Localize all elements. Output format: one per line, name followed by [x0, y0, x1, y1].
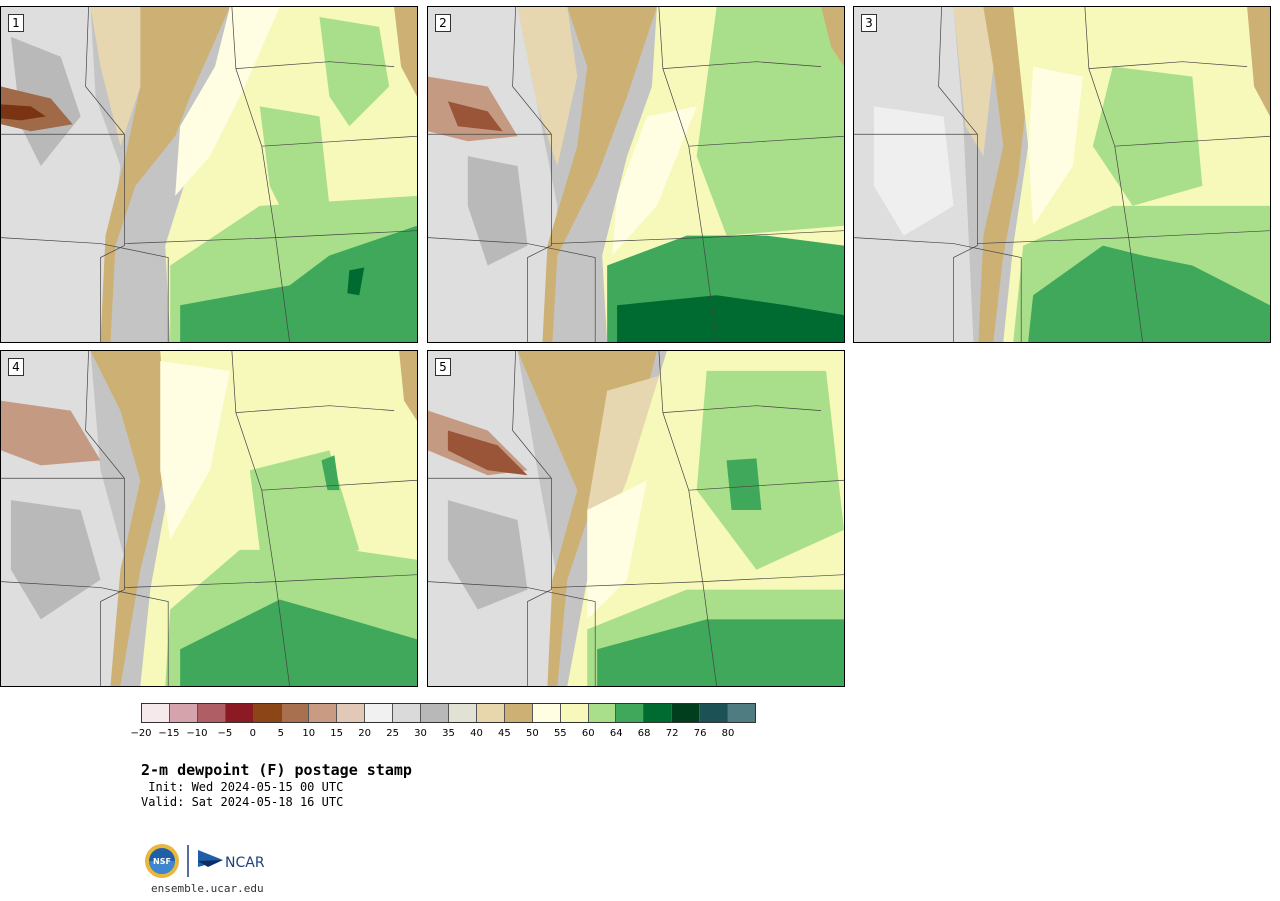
- colorbar-swatch: [365, 704, 394, 722]
- ncar-logo-text: NCAR: [225, 855, 265, 871]
- colorbar-tick-label: 50: [525, 728, 539, 739]
- colorbar-swatch: [700, 704, 729, 722]
- colorbar-swatch: [421, 704, 449, 722]
- colorbar-swatch: [532, 704, 561, 722]
- colorbar-swatch: [225, 704, 254, 722]
- colorbar-tick-label: 76: [693, 728, 707, 739]
- colorbar-tick-label: 35: [442, 728, 455, 739]
- colorbar-tick-label: −5: [217, 728, 233, 739]
- nsf-ncar-logos: NSF NCAR: [143, 842, 275, 880]
- colorbar-tick-label: 64: [609, 728, 623, 739]
- colorbar-swatch: [616, 704, 645, 722]
- colorbar-tick-label: 45: [498, 728, 511, 739]
- colorbar-swatch: [142, 704, 170, 722]
- valid-time: Valid: Sat 2024-05-18 16 UTC: [141, 795, 344, 809]
- colorbar-swatch: [560, 704, 589, 722]
- colorbar-tick-labels: −20 −15 −10 −5 0 5 10 15 20 25 30 35 40 45 50 55 60 64 68 7…: [130, 728, 756, 742]
- map-panel-4: 4: [0, 350, 418, 687]
- colorbar-swatch: [393, 704, 422, 722]
- panel-number: 3: [861, 14, 877, 32]
- dewpoint-map-4: [1, 351, 417, 686]
- map-panel-5: 5: [427, 350, 845, 687]
- map-panel-2: 2: [427, 6, 845, 343]
- colorbar-tick-label: 10: [302, 728, 316, 739]
- nsf-logo-text: NSF: [153, 857, 171, 866]
- colorbar-swatch: [281, 704, 310, 722]
- colorbar-swatch: [504, 704, 533, 722]
- panel-number: 5: [435, 358, 451, 376]
- colorbar-tick-label: 15: [330, 728, 344, 739]
- colorbar-swatch: [476, 704, 505, 722]
- colorbar-tick-label: 55: [553, 728, 567, 739]
- colorbar-swatch: [197, 704, 226, 722]
- colorbar-tick-label: 72: [665, 728, 679, 739]
- nsf-logo-icon: NSF NCAR: [145, 844, 265, 878]
- colorbar-tick-label: 68: [637, 728, 651, 739]
- plot-title: 2-m dewpoint (F) postage stamp: [141, 761, 412, 779]
- panel-number: 1: [8, 14, 24, 32]
- colorbar-swatch: [644, 704, 673, 722]
- colorbar-swatch: [672, 704, 701, 722]
- colorbar-tick-label: 20: [358, 728, 371, 739]
- dewpoint-map-5: [428, 351, 844, 686]
- colorbar-tick-label: −20: [130, 728, 152, 739]
- colorbar-swatch: [728, 704, 755, 722]
- map-panel-1: 1: [0, 6, 418, 343]
- colorbar-tick-label: −10: [186, 728, 208, 739]
- colorbar-swatch: [309, 704, 338, 722]
- colorbar-tick-label: 25: [386, 728, 399, 739]
- dewpoint-map-1: [1, 7, 417, 342]
- colorbar-tick-label: 0: [249, 728, 256, 739]
- colorbar-tick-label: 5: [277, 728, 284, 739]
- colorbar-tick-label: 80: [721, 728, 735, 739]
- dewpoint-map-2: [428, 7, 844, 342]
- website-text: ensemble.ucar.edu: [151, 882, 264, 895]
- panel-number: 2: [435, 14, 451, 32]
- colorbar-swatch: [448, 704, 477, 722]
- colorbar-swatch: [169, 704, 198, 722]
- colorbar-tick-label: 40: [470, 728, 483, 739]
- map-panel-3: 3: [853, 6, 1271, 343]
- colorbar-tick-label: −15: [158, 728, 180, 739]
- colorbar: [141, 703, 756, 723]
- colorbar-swatch: [588, 704, 617, 722]
- colorbar-tick-label: 30: [414, 728, 427, 739]
- colorbar-swatch: [253, 704, 282, 722]
- panel-number: 4: [8, 358, 24, 376]
- colorbar-tick-label: 60: [581, 728, 595, 739]
- init-time: Init: Wed 2024-05-15 00 UTC: [141, 780, 344, 794]
- colorbar-swatch: [337, 704, 366, 722]
- dewpoint-map-3: [854, 7, 1270, 342]
